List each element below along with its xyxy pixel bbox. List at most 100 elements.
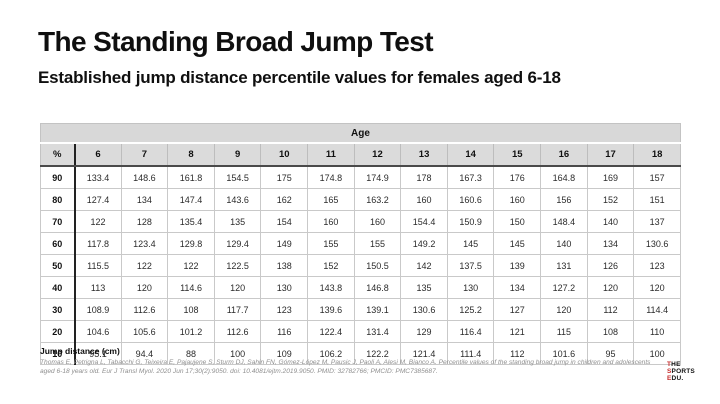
value-cell: 139.1 — [353, 298, 402, 321]
value-cell: 152 — [307, 254, 355, 277]
value-cell: 112.6 — [213, 320, 262, 343]
value-cell: 174.8 — [307, 165, 355, 189]
value-cell: 120 — [213, 276, 262, 299]
percent-header: % — [40, 143, 76, 167]
table-row: 90 133.4 148.6 161.8 154.5 175 174.8 174.9 178 16… — [40, 165, 681, 189]
logo-line-2: SPORTS — [667, 368, 695, 375]
value-cell: 108 — [586, 320, 635, 343]
value-cell: 130.6 — [633, 232, 681, 255]
value-cell: 167.3 — [446, 165, 495, 189]
value-cell: 128 — [120, 210, 169, 233]
value-cell: 154.5 — [213, 165, 262, 189]
value-cell: 155 — [307, 232, 355, 255]
value-cell: 164.8 — [540, 165, 588, 189]
value-cell: 155 — [353, 232, 402, 255]
value-cell: 123 — [633, 254, 681, 277]
value-cell: 122.5 — [213, 254, 262, 277]
value-cell: 104.6 — [74, 320, 122, 343]
value-cell: 160.6 — [446, 188, 495, 211]
value-cell: 139.6 — [307, 298, 355, 321]
value-cell: 114.6 — [167, 276, 215, 299]
value-cell: 178 — [400, 165, 448, 189]
value-cell: 154.4 — [400, 210, 448, 233]
logo-line-3: EDU. — [667, 375, 684, 382]
page-title: The Standing Broad Jump Test — [38, 26, 434, 57]
value-cell: 143.8 — [307, 276, 355, 299]
value-cell: 126 — [586, 254, 635, 277]
value-cell: 123.4 — [120, 232, 169, 255]
age-header-row: Age — [40, 123, 681, 144]
percentile-cell: 80 — [40, 188, 76, 211]
value-cell: 149.2 — [400, 232, 448, 255]
value-cell: 138 — [260, 254, 309, 277]
value-cell: 140 — [586, 210, 635, 233]
age-col-header: 11 — [307, 143, 355, 167]
age-col-header: 14 — [446, 143, 494, 167]
value-cell: 148.6 — [120, 165, 169, 189]
page-subtitle: Established jump distance percentile val… — [38, 68, 561, 87]
table-row: 50 115.5 122 122 122.5 138 152 150.5 142 137.5 139… — [40, 254, 681, 277]
value-cell: 120 — [540, 298, 588, 321]
value-cell: 109 — [260, 342, 309, 365]
value-cell: 130 — [260, 276, 309, 299]
value-cell: 112 — [493, 342, 542, 365]
value-cell: 174.9 — [353, 165, 402, 189]
value-cell: 101.6 — [540, 342, 588, 365]
value-cell: 120 — [120, 276, 169, 299]
value-cell: 100 — [633, 342, 681, 365]
value-cell: 176 — [493, 165, 542, 189]
value-cell: 121.4 — [400, 342, 448, 365]
table-footnote: Jump distance (cm) — [40, 346, 120, 356]
age-col-header: 12 — [353, 143, 401, 167]
age-col-header: 13 — [400, 143, 448, 167]
value-cell: 148.4 — [540, 210, 588, 233]
value-cell: 154 — [260, 210, 309, 233]
value-cell: 122 — [167, 254, 215, 277]
value-cell: 111.4 — [446, 342, 495, 365]
percentile-cell: 30 — [40, 298, 76, 321]
table-row: 10 95.1 94.4 88 100 109 106.2 122.2 121.4 111.4 11… — [40, 342, 681, 365]
value-cell: 135 — [400, 276, 448, 299]
table-row: 80 127.4 134 147.4 143.6 162 165 163.2 160 160.6 1… — [40, 188, 681, 211]
value-cell: 127.4 — [74, 188, 122, 211]
value-cell: 129.8 — [167, 232, 215, 255]
value-cell: 165 — [307, 188, 355, 211]
table-row: 20 104.6 105.6 101.2 112.6 116 122.4 131.4 129 11… — [40, 320, 681, 343]
value-cell: 122.2 — [353, 342, 402, 365]
value-cell: 117.7 — [213, 298, 262, 321]
value-cell: 112 — [586, 298, 635, 321]
age-col-header: 17 — [586, 143, 634, 167]
value-cell: 140 — [540, 232, 588, 255]
value-cell: 150 — [493, 210, 542, 233]
value-cell: 133.4 — [74, 165, 122, 189]
value-cell: 151 — [633, 188, 681, 211]
table-row: 60 117.8 123.4 129.8 129.4 149 155 155 149.2 145 1… — [40, 232, 681, 255]
column-header-row: % 6 7 8 9 10 11 12 13 14 15 16 17 18 — [40, 143, 681, 167]
percentile-cell: 70 — [40, 210, 76, 233]
value-cell: 150.9 — [446, 210, 495, 233]
value-cell: 160 — [307, 210, 355, 233]
value-cell: 114.4 — [633, 298, 681, 321]
age-col-header: 7 — [120, 143, 168, 167]
value-cell: 135.4 — [167, 210, 215, 233]
value-cell: 112.6 — [120, 298, 169, 321]
value-cell: 156 — [540, 188, 588, 211]
sports-edu-logo: THE SPORTS EDU. — [667, 361, 699, 382]
value-cell: 115 — [540, 320, 588, 343]
value-cell: 169 — [586, 165, 635, 189]
value-cell: 152 — [586, 188, 635, 211]
value-cell: 147.4 — [167, 188, 215, 211]
percentile-cell: 50 — [40, 254, 76, 277]
value-cell: 106.2 — [307, 342, 355, 365]
percentile-cell: 10 — [40, 342, 76, 365]
age-col-header: 9 — [213, 143, 261, 167]
value-cell: 122.4 — [307, 320, 355, 343]
value-cell: 163.2 — [353, 188, 402, 211]
value-cell: 143.6 — [213, 188, 262, 211]
logo-line-1: THE — [667, 361, 681, 368]
value-cell: 115.5 — [74, 254, 122, 277]
value-cell: 146.8 — [353, 276, 402, 299]
age-header: Age — [40, 123, 681, 144]
value-cell: 145 — [446, 232, 495, 255]
value-cell: 122 — [74, 210, 122, 233]
